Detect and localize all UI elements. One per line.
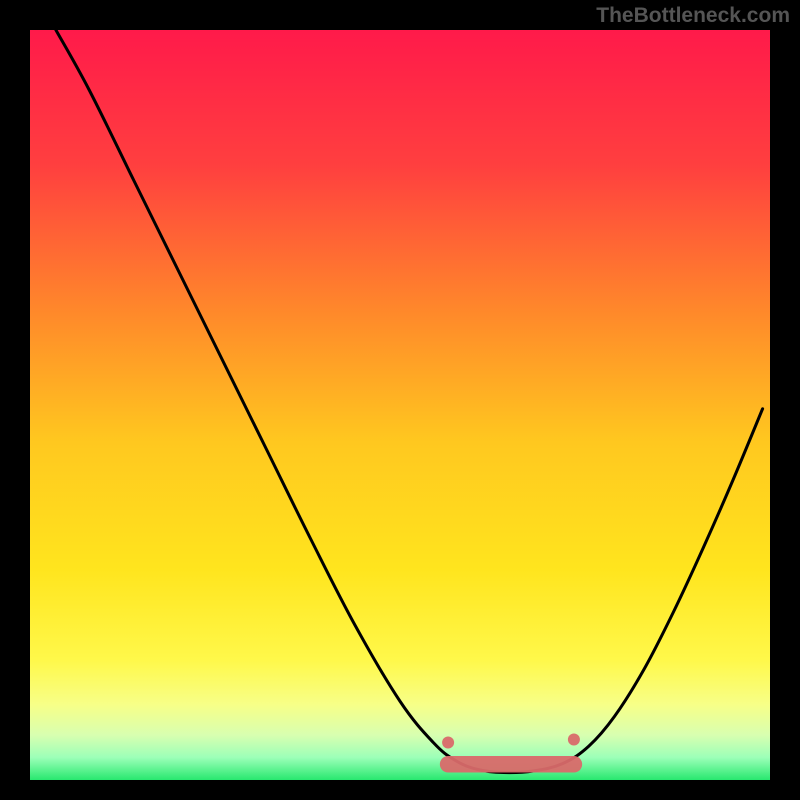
range-end-dot xyxy=(568,734,580,746)
plot-background xyxy=(30,30,770,780)
attribution-label: TheBottleneck.com xyxy=(596,0,800,30)
range-start-dot xyxy=(442,737,454,749)
chart-root: TheBottleneck.com xyxy=(0,0,800,800)
chart-svg xyxy=(0,0,800,800)
